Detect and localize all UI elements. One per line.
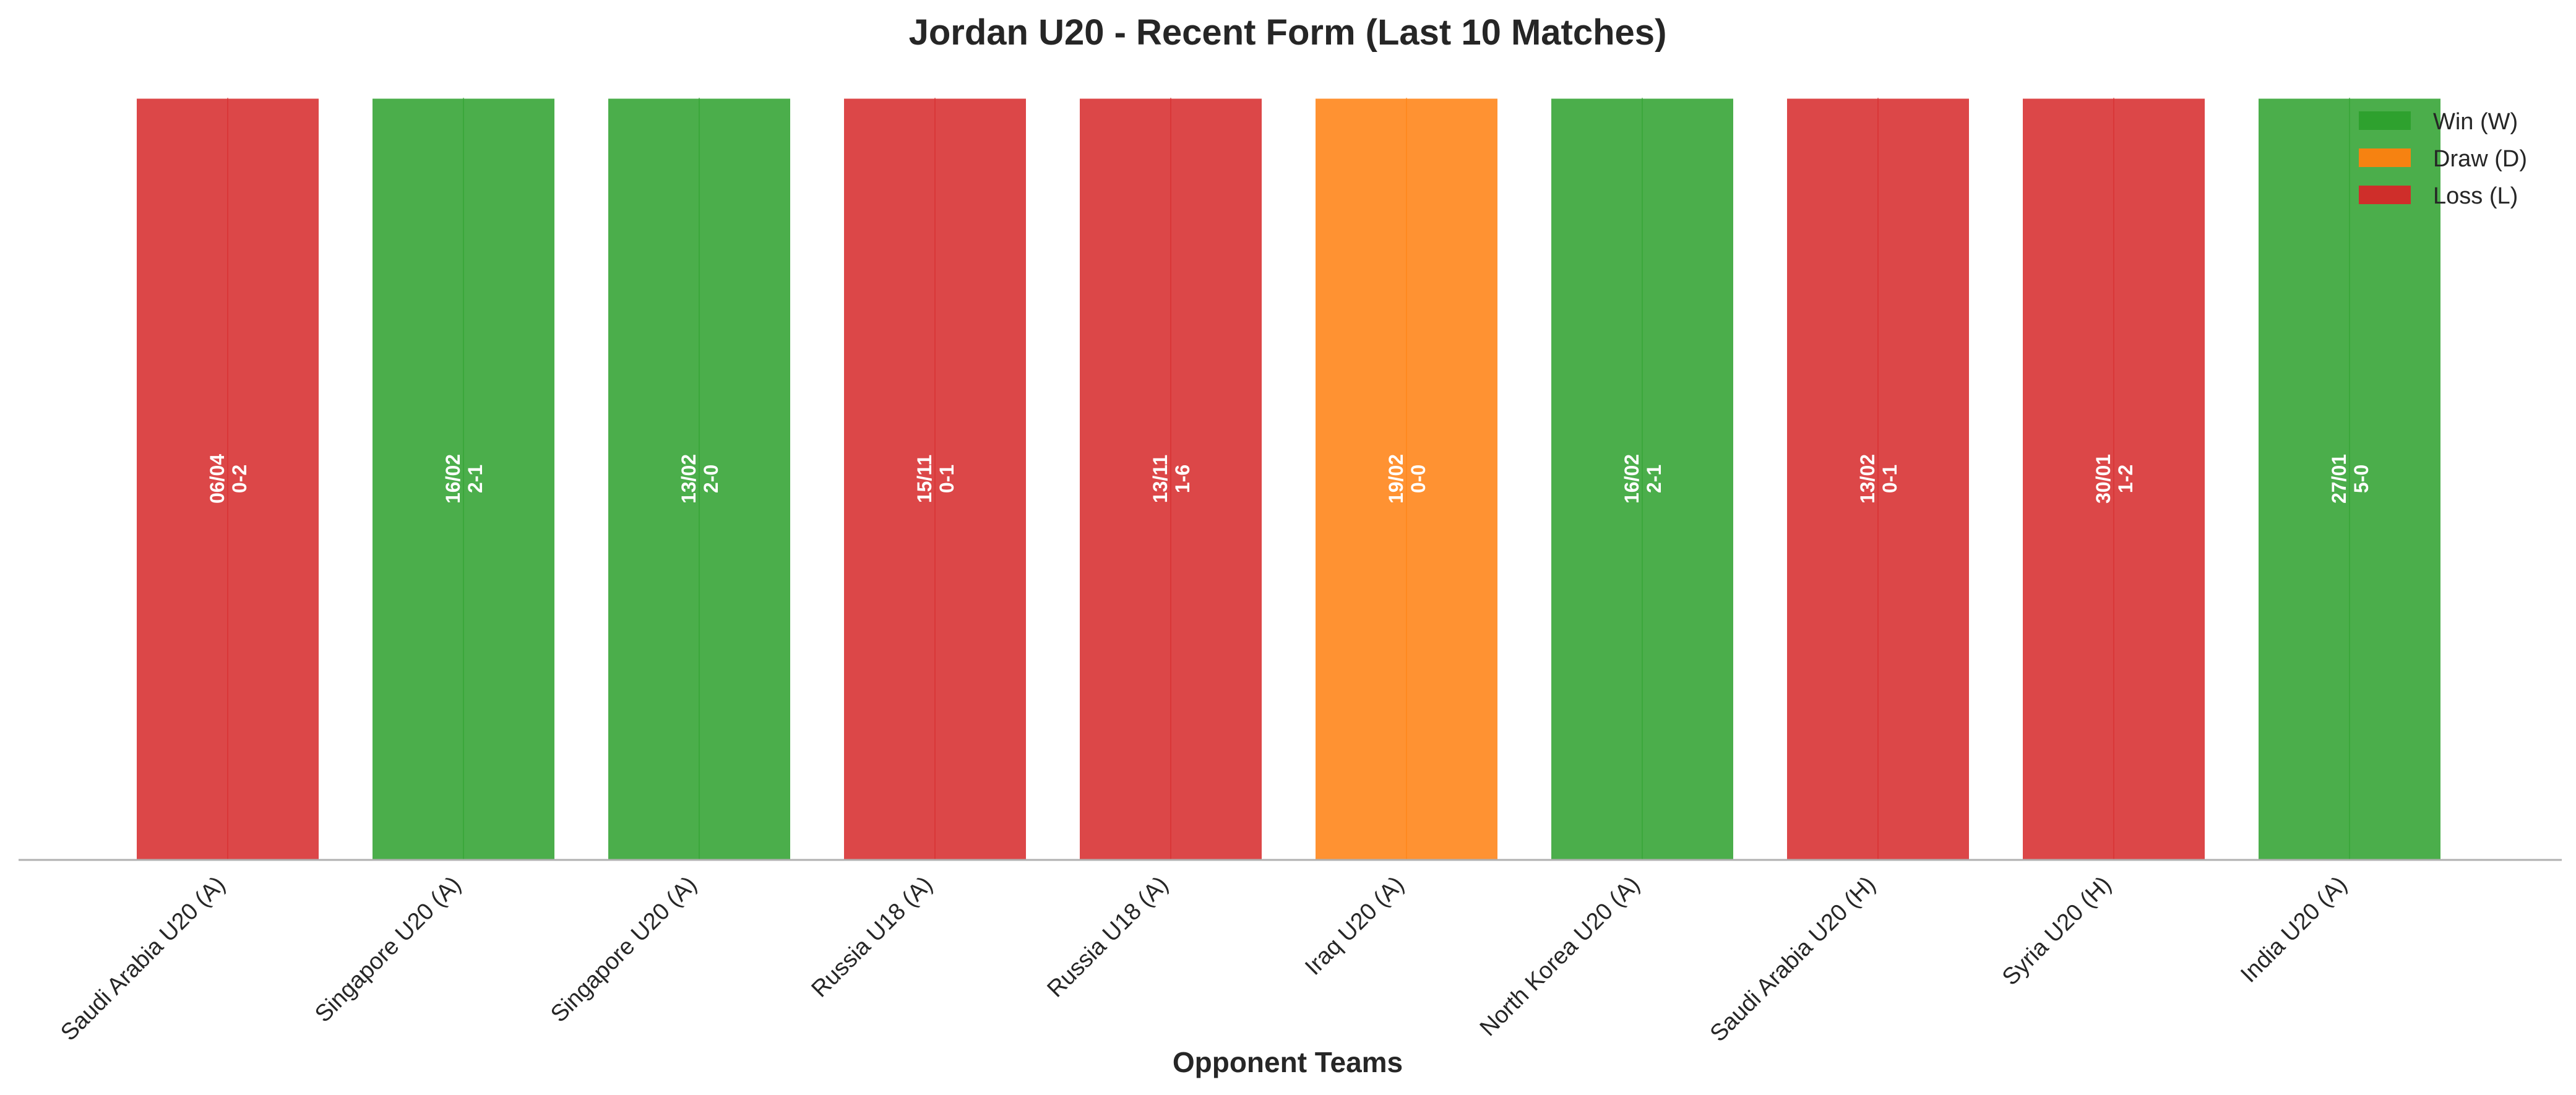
bar-label-1: 06/04 0-2 bbox=[206, 454, 251, 504]
x-tick-label-6: Iraq U20 (A) bbox=[1300, 872, 1409, 981]
bar-label-4: 15/11 0-1 bbox=[913, 455, 958, 503]
bar-label-6: 19/02 0-0 bbox=[1385, 454, 1429, 504]
bar-label-7: 16/02 2-1 bbox=[1621, 454, 1665, 504]
bar-score-label: 1-6 bbox=[1171, 465, 1194, 493]
x-tick-label-1: Saudi Arabia U20 (A) bbox=[56, 872, 230, 1046]
bar-date-label: 30/01 bbox=[2092, 454, 2114, 504]
bar-date-label: 13/02 bbox=[1856, 454, 1879, 504]
bar-date-label: 27/01 bbox=[2328, 454, 2350, 504]
legend-swatch-w bbox=[2359, 111, 2411, 130]
bar-score-label: 5-0 bbox=[2350, 465, 2372, 493]
bar-score-label: 2-0 bbox=[700, 465, 722, 493]
bar-label-9: 30/01 1-2 bbox=[2092, 454, 2137, 504]
x-tick-label-8: Saudi Arabia U20 (H) bbox=[1705, 872, 1881, 1047]
bar-date-label: 19/02 bbox=[1385, 454, 1407, 504]
bar-score-label: 2-1 bbox=[464, 465, 486, 493]
x-tick-label-2: Singapore U20 (A) bbox=[310, 872, 466, 1028]
bar-score-label: 0-1 bbox=[936, 465, 958, 493]
x-tick-label-10: India U20 (A) bbox=[2236, 872, 2352, 988]
x-tick-label-5: Russia U18 (A) bbox=[1042, 872, 1173, 1003]
bar-date-label: 06/04 bbox=[206, 454, 228, 504]
x-axis-label: Opponent Teams bbox=[1173, 1046, 1403, 1078]
bar-score-label: 1-2 bbox=[2114, 465, 2137, 493]
bar-score-label: 0-0 bbox=[1407, 465, 1429, 493]
legend: Win (W) Draw (D) Loss (L) bbox=[2359, 109, 2527, 209]
legend-label-w: Win (W) bbox=[2433, 109, 2518, 135]
bar-label-8: 13/02 0-1 bbox=[1856, 454, 1901, 504]
legend-label-d: Draw (D) bbox=[2433, 146, 2527, 172]
bar-label-3: 13/02 2-0 bbox=[678, 454, 722, 504]
x-tick-label-4: Russia U18 (A) bbox=[806, 872, 937, 1003]
bars-group: 06/04 0-2 16/02 2-1 13/02 2-0 15/11 0-1 13/11 1-6… bbox=[135, 97, 2442, 861]
bar-score-label: 2-1 bbox=[1643, 465, 1665, 493]
legend-label-l: Loss (L) bbox=[2433, 183, 2518, 209]
bar-score-label: 0-2 bbox=[228, 465, 251, 493]
x-tick-label-7: North Korea U20 (A) bbox=[1475, 872, 1645, 1042]
bar-score-label: 0-1 bbox=[1879, 465, 1901, 493]
bar-label-10: 27/01 5-0 bbox=[2328, 454, 2372, 504]
x-tick-label-9: Syria U20 (H) bbox=[1997, 872, 2116, 990]
bar-date-label: 16/02 bbox=[1621, 454, 1643, 504]
x-tick-label-3: Singapore U20 (A) bbox=[546, 872, 702, 1028]
bar-date-label: 13/11 bbox=[1149, 455, 1171, 503]
chart-title: Jordan U20 - Recent Form (Last 10 Matche… bbox=[909, 12, 1667, 53]
bar-date-label: 16/02 bbox=[442, 454, 464, 504]
bar-date-label: 15/11 bbox=[913, 455, 936, 503]
bar-date-label: 13/02 bbox=[678, 454, 700, 504]
bar-label-2: 16/02 2-1 bbox=[442, 454, 486, 504]
bar-label-5: 13/11 1-6 bbox=[1149, 455, 1194, 503]
x-tick-labels: Saudi Arabia U20 (A) Singapore U20 (A) Sin… bbox=[56, 872, 2352, 1047]
legend-swatch-d bbox=[2359, 148, 2411, 167]
legend-swatch-l bbox=[2359, 186, 2411, 204]
